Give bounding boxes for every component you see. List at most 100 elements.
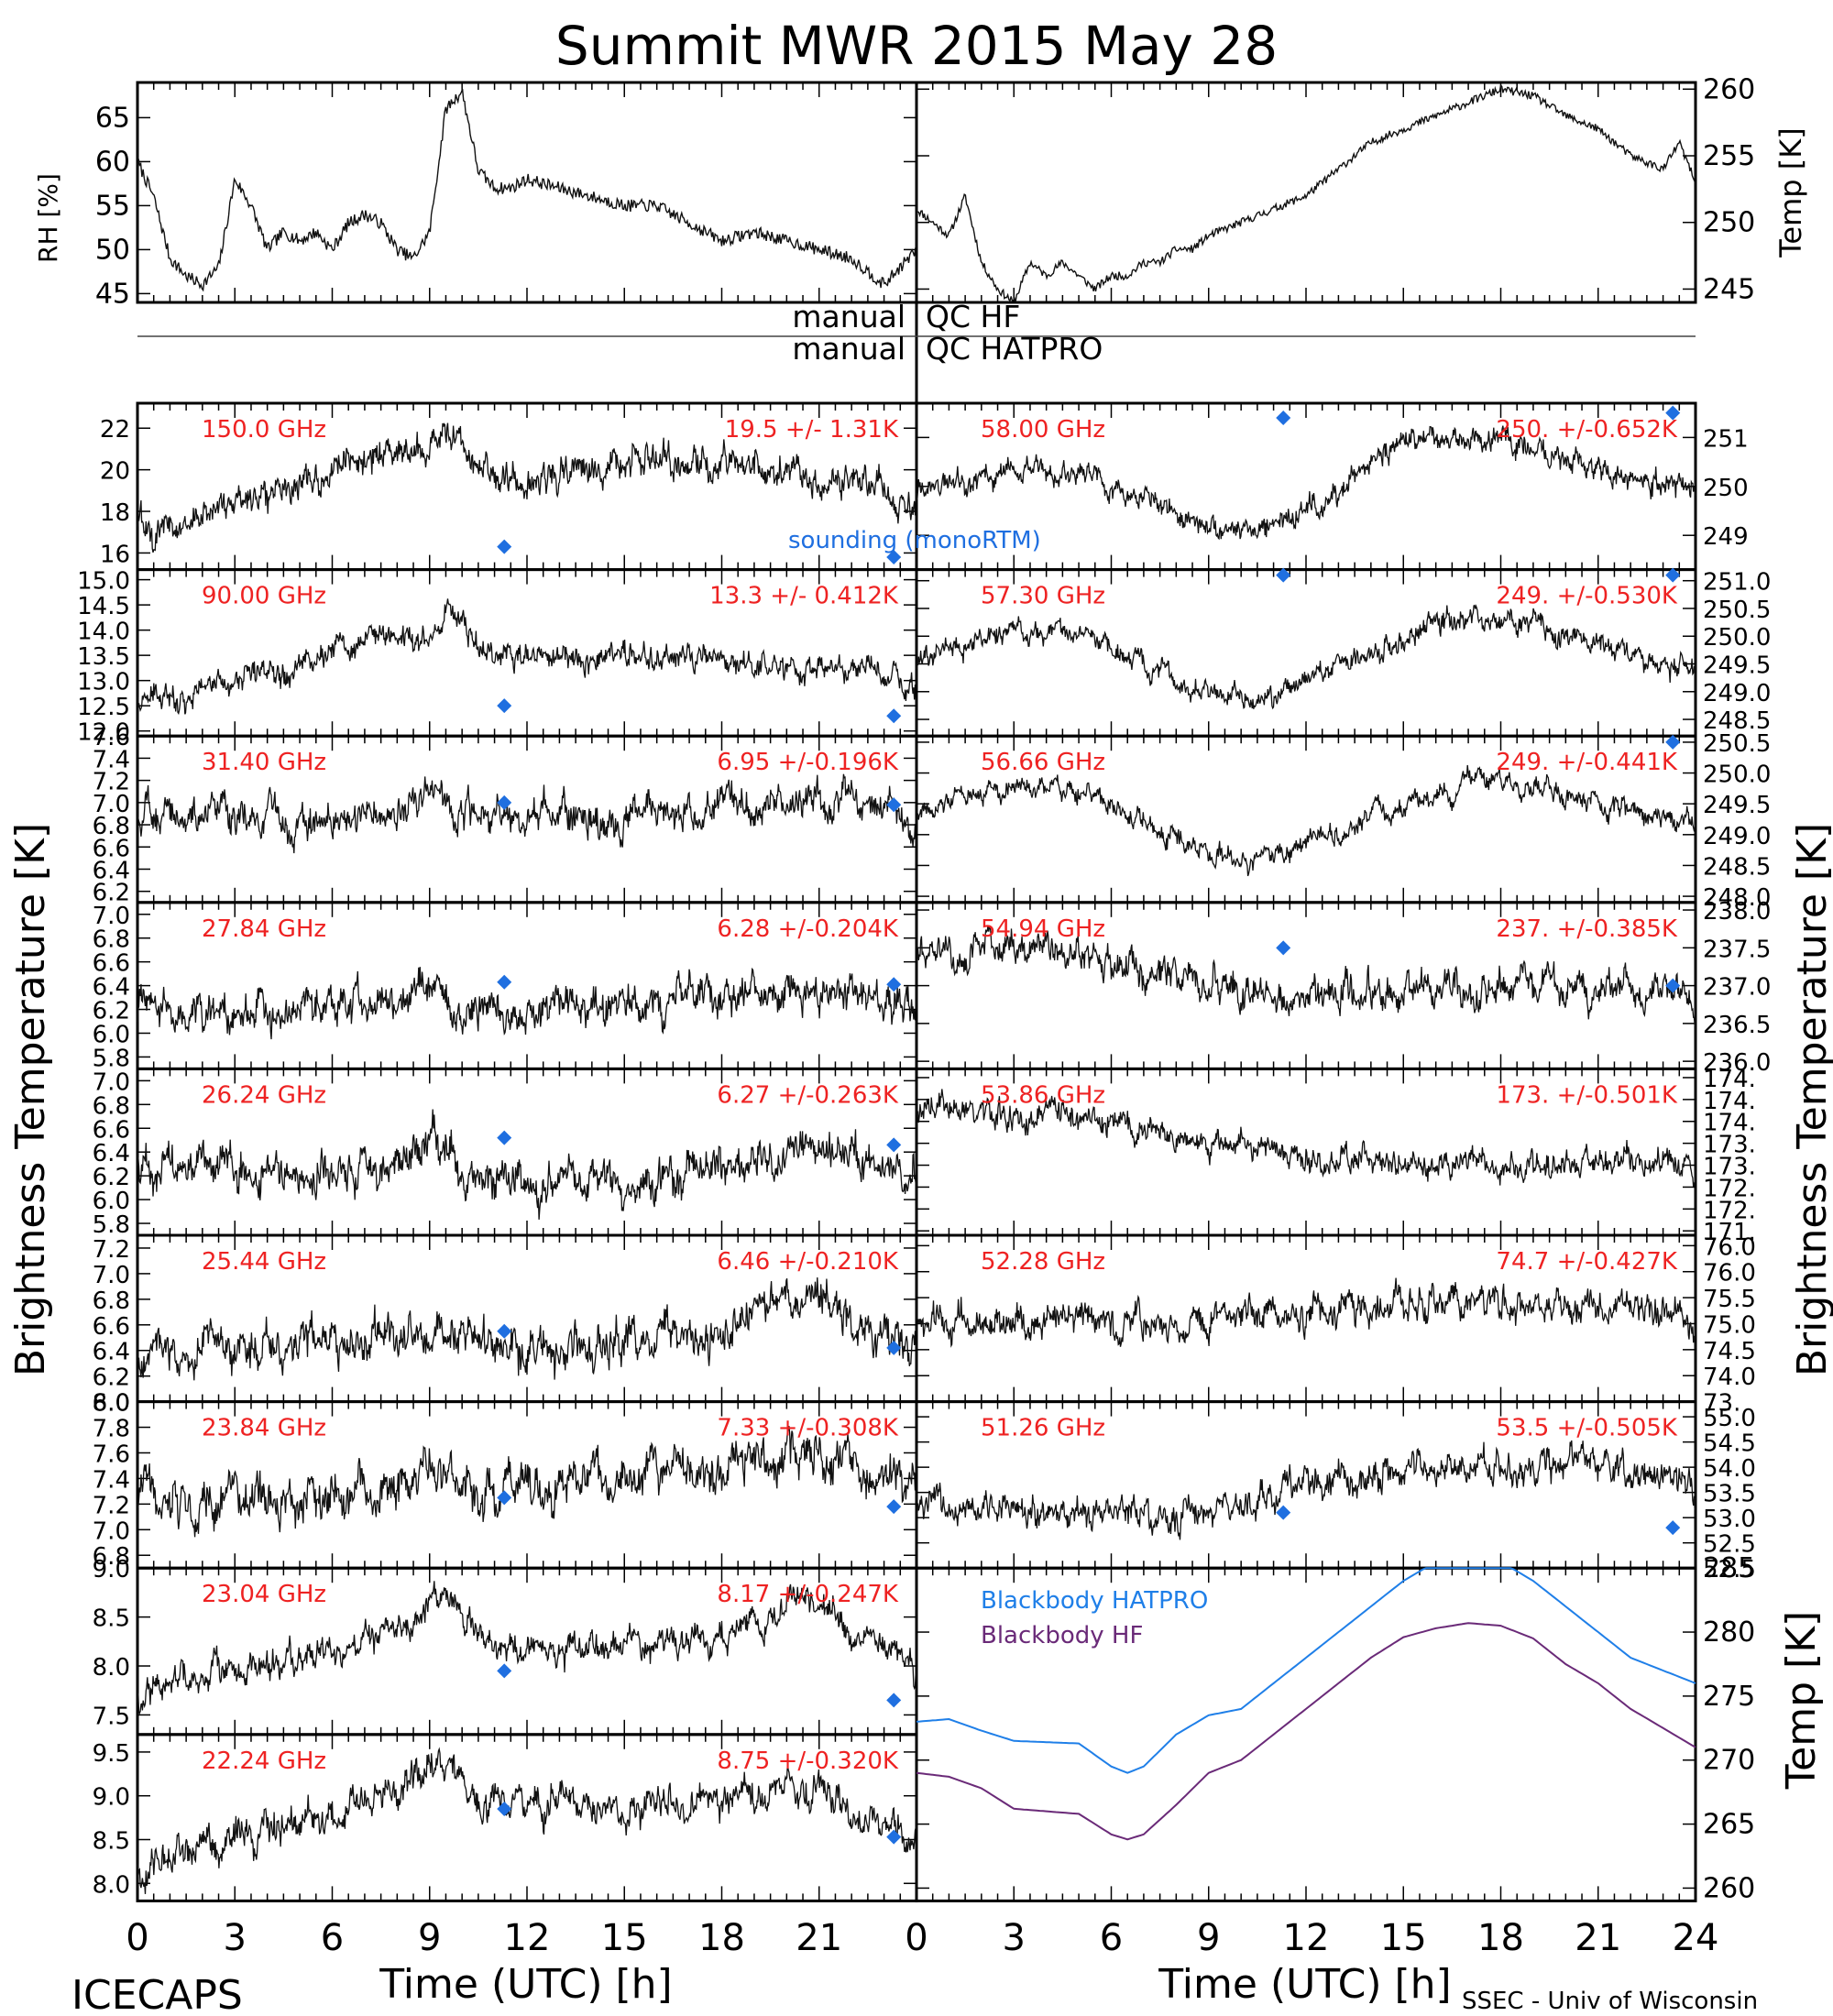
ch-5228-y-tick-label: 75.0 [1703,1311,1756,1339]
ch-5228-frequency-label: 52.28 GHz [981,1248,1105,1276]
ch-2624-y-tick-label: 6.8 [93,1092,130,1120]
left-x-tick-label: 3 [224,1917,247,1959]
ch-314-trace [137,773,917,854]
blackbody-panel-y-tick-label: 275 [1703,1681,1755,1713]
ch-2304-trace [137,1581,917,1715]
ch-2624-frequency-label: 26.24 GHz [202,1081,326,1109]
qc-hatpro-left-label: manual [792,331,906,367]
qc-hf-right-label: QC HF [926,299,1020,334]
ch-2224-sounding-point [886,1829,902,1845]
ch-5386-y-tick-label: 174. [1703,1066,1756,1093]
ch-5228-y-tick-label: 74.0 [1703,1364,1756,1391]
temp-panel-y-tick-label: 250 [1703,207,1755,239]
right-x-tick-label: 18 [1477,1917,1524,1959]
ch-2544-frequency-label: 25.44 GHz [202,1248,326,1276]
ch-314-y-tick-label: 6.6 [93,835,130,862]
ch-2784-y-tick-label: 7.0 [93,903,130,930]
left-x-tick-label: 0 [126,1917,148,1959]
ch-2304-stats-label: 8.17 +/-0.247K [717,1581,899,1608]
ch-90-frequency-label: 90.00 GHz [202,583,326,610]
ch-90-y-tick-label: 13.0 [77,669,130,696]
ch-2384-trace [137,1426,917,1538]
blackbody-panel-y-tick-label: 265 [1703,1809,1755,1841]
left-x-tick-label: 6 [321,1917,344,1959]
ch-2624-y-tick-label: 6.6 [93,1116,130,1144]
ch-2544-y-tick-label: 6.6 [93,1313,130,1341]
ch-5386-y-tick-label: 172. [1703,1175,1756,1202]
left-x-tick-label: 9 [418,1917,441,1959]
ch-2384-y-tick-label: 7.4 [93,1466,130,1494]
ch-2304-sounding-point [886,1693,902,1708]
ch-2784-y-tick-label: 6.8 [93,926,130,954]
ch-2384-frequency-label: 23.84 GHz [202,1415,326,1442]
ch-2544-sounding-point [886,1340,902,1355]
rh-axis-label: RH [%] [33,173,63,263]
ch-5730-y-tick-label: 250.5 [1703,597,1771,624]
ch-2784-y-tick-label: 5.8 [93,1045,130,1072]
ch-5228-stats-label: 74.7 +/-0.427K [1496,1248,1678,1276]
ch-58-stats-label: 250. +/-0.652K [1496,416,1678,444]
rh-trace [137,88,917,292]
ch-2304-frequency-label: 23.04 GHz [202,1581,326,1608]
left-brightness-temperature-label: Brightness Temperature [K] [7,823,54,1376]
ch-5494-y-tick-label: 238.0 [1703,898,1771,926]
ch-2384-y-tick-label: 7.8 [93,1416,130,1443]
blackbody-hatpro-line [916,1567,1696,1774]
ch-90-y-tick-label: 12.0 [77,719,130,747]
ch-5126-y-tick-label: 55.0 [1703,1405,1756,1432]
ch-2544-y-tick-label: 6.0 [93,1390,130,1418]
ch-2384-stats-label: 7.33 +/-0.308K [717,1415,899,1442]
qc-strip: manual QC HF manual QC HATPRO [137,299,1696,367]
ch-58-y-tick-label: 249 [1703,523,1749,551]
ch-58-sounding-point [1665,405,1681,421]
ch-2384-sounding-point [497,1490,512,1506]
right-x-tick-label: 12 [1283,1917,1330,1959]
ch-5494-frequency-label: 54.94 GHz [981,915,1105,943]
ch-5666-trace [916,764,1696,877]
ch-90-y-tick-label: 14.5 [77,593,130,620]
ch-5666-y-tick-label: 249.5 [1703,792,1771,819]
blackbody-panel-y-tick-label: 285 [1703,1552,1755,1584]
right-x-tick-label: 21 [1575,1917,1621,1959]
rh-panel-y-tick-label: 65 [95,102,130,134]
ch-5730-sounding-point [1665,567,1681,583]
ch-2544-stats-label: 6.46 +/-0.210K [717,1248,899,1276]
ch-150-sounding-point [886,549,902,564]
ch-90-y-tick-label: 14.0 [77,619,130,646]
ch-314-y-tick-label: 7.4 [93,746,130,773]
ch-2304-sounding-point [497,1663,512,1679]
ch-5126-trace [916,1440,1696,1540]
ch-5666-sounding-point [1665,734,1681,750]
ch-5126-y-tick-label: 53.0 [1703,1506,1756,1533]
ch-314-y-tick-label: 6.4 [93,857,130,884]
ch-5386-frequency-label: 53.86 GHz [981,1081,1105,1109]
sounding-legend: sounding (monoRTM) [788,527,1041,554]
ch-5730-sounding-point [1276,567,1291,583]
ch-5126-y-tick-label: 54.0 [1703,1455,1756,1483]
ch-5386-y-tick-label: 172. [1703,1197,1756,1224]
ch-5730-y-tick-label: 250.0 [1703,624,1771,652]
ch-2784-y-tick-label: 6.0 [93,1021,130,1048]
ch-5666-y-tick-label: 250.5 [1703,730,1771,758]
ch-2384-y-tick-label: 7.2 [93,1492,130,1519]
ch-2224-y-tick-label: 9.0 [93,1784,130,1812]
ch-5228-y-tick-label: 75.5 [1703,1286,1756,1313]
ch-5386-trace [916,1089,1696,1188]
right-x-tick-label: 6 [1100,1917,1123,1959]
ch-2384-y-tick-label: 8.0 [93,1390,130,1418]
ch-2224-sounding-point [497,1802,512,1817]
ch-2304-y-tick-label: 8.0 [93,1654,130,1682]
ch-5730-y-tick-label: 251.0 [1703,569,1771,597]
rh-panel-y-tick-label: 55 [95,190,130,222]
ch-2784-y-tick-label: 6.2 [93,998,130,1025]
ch-5386-y-tick-label: 171. [1703,1219,1756,1246]
ch-2224-stats-label: 8.75 +/-0.320K [717,1748,899,1775]
ch-5666-y-tick-label: 248.5 [1703,853,1771,881]
ch-58-sounding-point [1276,411,1291,426]
ch-2784-y-tick-label: 6.6 [93,950,130,978]
ch-5126-sounding-point [1665,1520,1681,1536]
temp-panel-y-tick-label: 260 [1703,73,1755,105]
ch-2304-y-tick-label: 8.5 [93,1605,130,1633]
ch-2624-stats-label: 6.27 +/-0.263K [717,1081,899,1109]
ch-5494-y-tick-label: 236.0 [1703,1049,1771,1077]
